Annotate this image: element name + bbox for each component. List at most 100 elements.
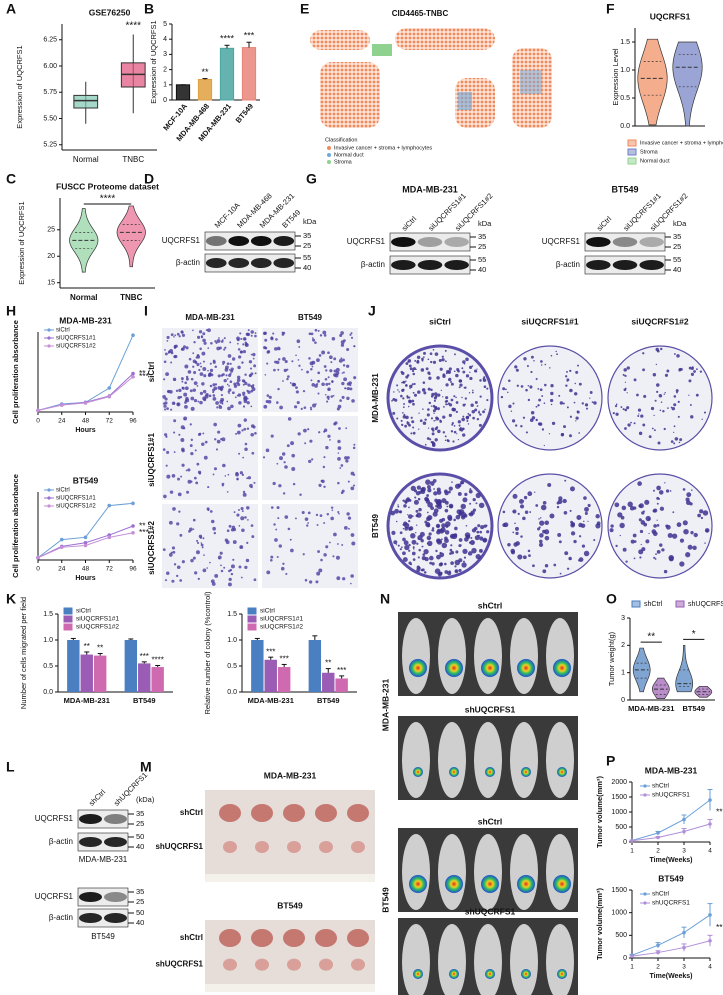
colony [541,395,544,398]
marker-label: 25 [136,819,144,828]
point [708,913,712,917]
cell [173,431,176,434]
signal [517,659,535,677]
colony [435,406,437,408]
cell [242,492,247,497]
colony [583,520,585,523]
cell [249,483,253,488]
colony [669,490,672,492]
cell [282,357,286,361]
cell [181,560,185,564]
colony [569,486,575,492]
cell [179,579,183,582]
bar [67,640,80,692]
tumor [351,841,365,854]
cell [195,550,200,555]
tissue-region [372,44,392,56]
colony [483,524,487,528]
colony [651,427,654,430]
cell [221,437,226,442]
colony [659,409,662,412]
y-tick-label: 0 [621,697,625,704]
colony [633,557,636,560]
y-tick-label: 1 [163,82,167,89]
cell [325,369,328,372]
cell [332,555,335,558]
cell [350,582,352,585]
colony [400,546,403,549]
colony [655,347,659,352]
cell [287,527,291,531]
colony [402,537,406,542]
cell [270,336,274,340]
cell [198,330,203,334]
cell [164,348,166,351]
colony [538,398,542,402]
cell [247,519,249,521]
column-header: siUQCRFS1#1 [521,316,578,326]
colony [482,537,488,543]
tumor [347,804,369,822]
colony [538,542,544,547]
colony [475,553,481,560]
cell [222,360,226,364]
colony [432,429,435,432]
colony [444,360,447,363]
cell [254,372,257,375]
colony [657,441,661,445]
colony [451,421,454,425]
cell [282,492,286,495]
cell [317,380,320,382]
cell [193,341,196,344]
cell [331,337,336,341]
colony [460,480,465,485]
cell [284,360,288,364]
cell [172,377,177,382]
cell [340,343,345,347]
cell [247,476,252,480]
cell [184,364,189,369]
colony [412,547,415,550]
cell [311,337,314,339]
cell [332,394,335,397]
signal [485,767,495,777]
cell [311,360,316,365]
band [79,913,102,923]
colony [667,407,669,409]
marker-label: 35 [478,232,486,241]
colony [534,491,536,493]
legend-swatch [247,615,257,623]
colony [404,544,410,551]
cell [244,442,248,446]
cell [291,360,294,363]
colony [411,399,415,403]
colony [641,547,646,552]
cell [306,370,309,374]
colony [529,385,533,389]
cell [196,385,199,387]
colony [416,542,419,545]
chart-title: BT549 [73,475,99,485]
legend-label: siUQCRFS1#2 [76,624,119,631]
colony [476,405,479,407]
cell [253,364,257,368]
cell [330,361,333,364]
cell [233,511,236,514]
cell [188,357,192,361]
cell [164,408,167,411]
cell [220,374,224,377]
significance: ** [84,642,90,651]
colony [444,439,447,442]
point [131,531,135,535]
bar [308,640,322,692]
column-header: MDA-MB-231 [185,313,235,322]
cell [201,351,206,356]
cell [266,362,269,365]
cell [278,484,282,488]
point [131,333,135,338]
point [59,537,64,542]
colony [450,430,454,433]
colony [416,361,418,364]
point [708,822,712,826]
cell [264,338,268,342]
